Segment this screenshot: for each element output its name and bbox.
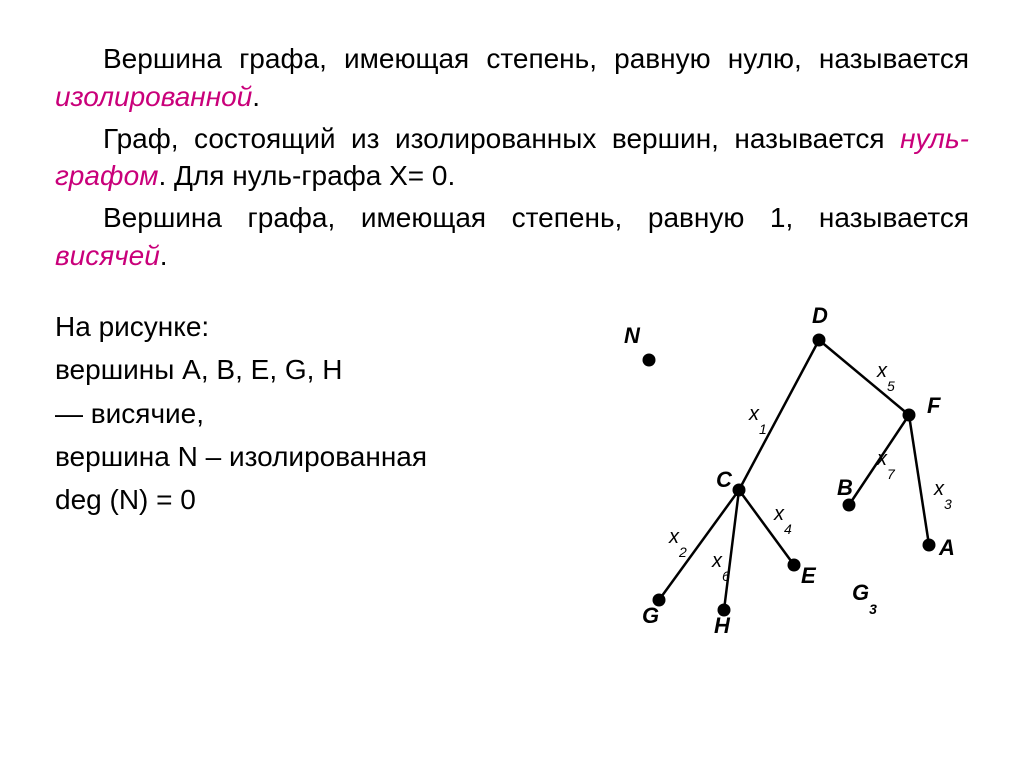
node-label-N: N	[624, 323, 641, 348]
graph-symbol-label: G3	[852, 580, 877, 617]
node-label-F: F	[927, 393, 941, 418]
p3-term: висячей	[55, 240, 160, 271]
edge-label-C-G: x2	[668, 526, 687, 560]
node-A	[923, 538, 936, 551]
node-label-E: E	[801, 563, 817, 588]
p1-term: изолированной	[55, 81, 252, 112]
p3-post: .	[160, 240, 168, 271]
p1-post: .	[252, 81, 260, 112]
graph-container: x1x5x7x3x4x2x6NDFCBAEGHG3	[569, 305, 969, 665]
left-line-2: вершины A, B, E, G, H	[55, 348, 569, 391]
paragraph-2: Граф, состоящий из изолированных вершин,…	[55, 120, 969, 196]
left-text-block: На рисунке: вершины A, B, E, G, H — вися…	[55, 305, 569, 665]
node-E	[788, 558, 801, 571]
p1-pre: Вершина графа, имеющая степень, равную н…	[103, 43, 969, 74]
node-label-D: D	[812, 305, 828, 328]
node-B	[843, 498, 856, 511]
edge-F-A	[909, 415, 929, 545]
node-label-H: H	[714, 613, 731, 638]
left-line-4: вершина N – изолированная	[55, 435, 569, 478]
p3-pre: Вершина графа, имеющая степень, равную 1…	[103, 202, 969, 233]
paragraph-1: Вершина графа, имеющая степень, равную н…	[55, 40, 969, 116]
node-label-G: G	[642, 603, 659, 628]
node-D	[813, 333, 826, 346]
edge-label-C-D: x1	[748, 403, 767, 437]
left-line-1: На рисунке:	[55, 305, 569, 348]
node-label-B: B	[837, 475, 853, 500]
paragraph-3: Вершина графа, имеющая степень, равную 1…	[55, 199, 969, 275]
node-label-A: A	[938, 535, 955, 560]
node-N	[643, 353, 656, 366]
left-line-5: deg (N) = 0	[55, 478, 569, 521]
edge-label-C-E: x4	[773, 503, 792, 537]
p2-post: . Для нуль-графа X= 0.	[158, 160, 455, 191]
node-label-C: C	[716, 467, 733, 492]
edge-label-F-B: x7	[876, 448, 896, 482]
p2-pre: Граф, состоящий из изолированных вершин,…	[103, 123, 900, 154]
edge-label-C-H: x6	[711, 550, 730, 584]
graph-diagram: x1x5x7x3x4x2x6NDFCBAEGHG3	[569, 305, 969, 665]
edge-label-F-A: x3	[933, 478, 952, 512]
left-line-3: — висячие,	[55, 392, 569, 435]
node-C	[733, 483, 746, 496]
edge-D-F	[819, 340, 909, 415]
node-F	[903, 408, 916, 421]
